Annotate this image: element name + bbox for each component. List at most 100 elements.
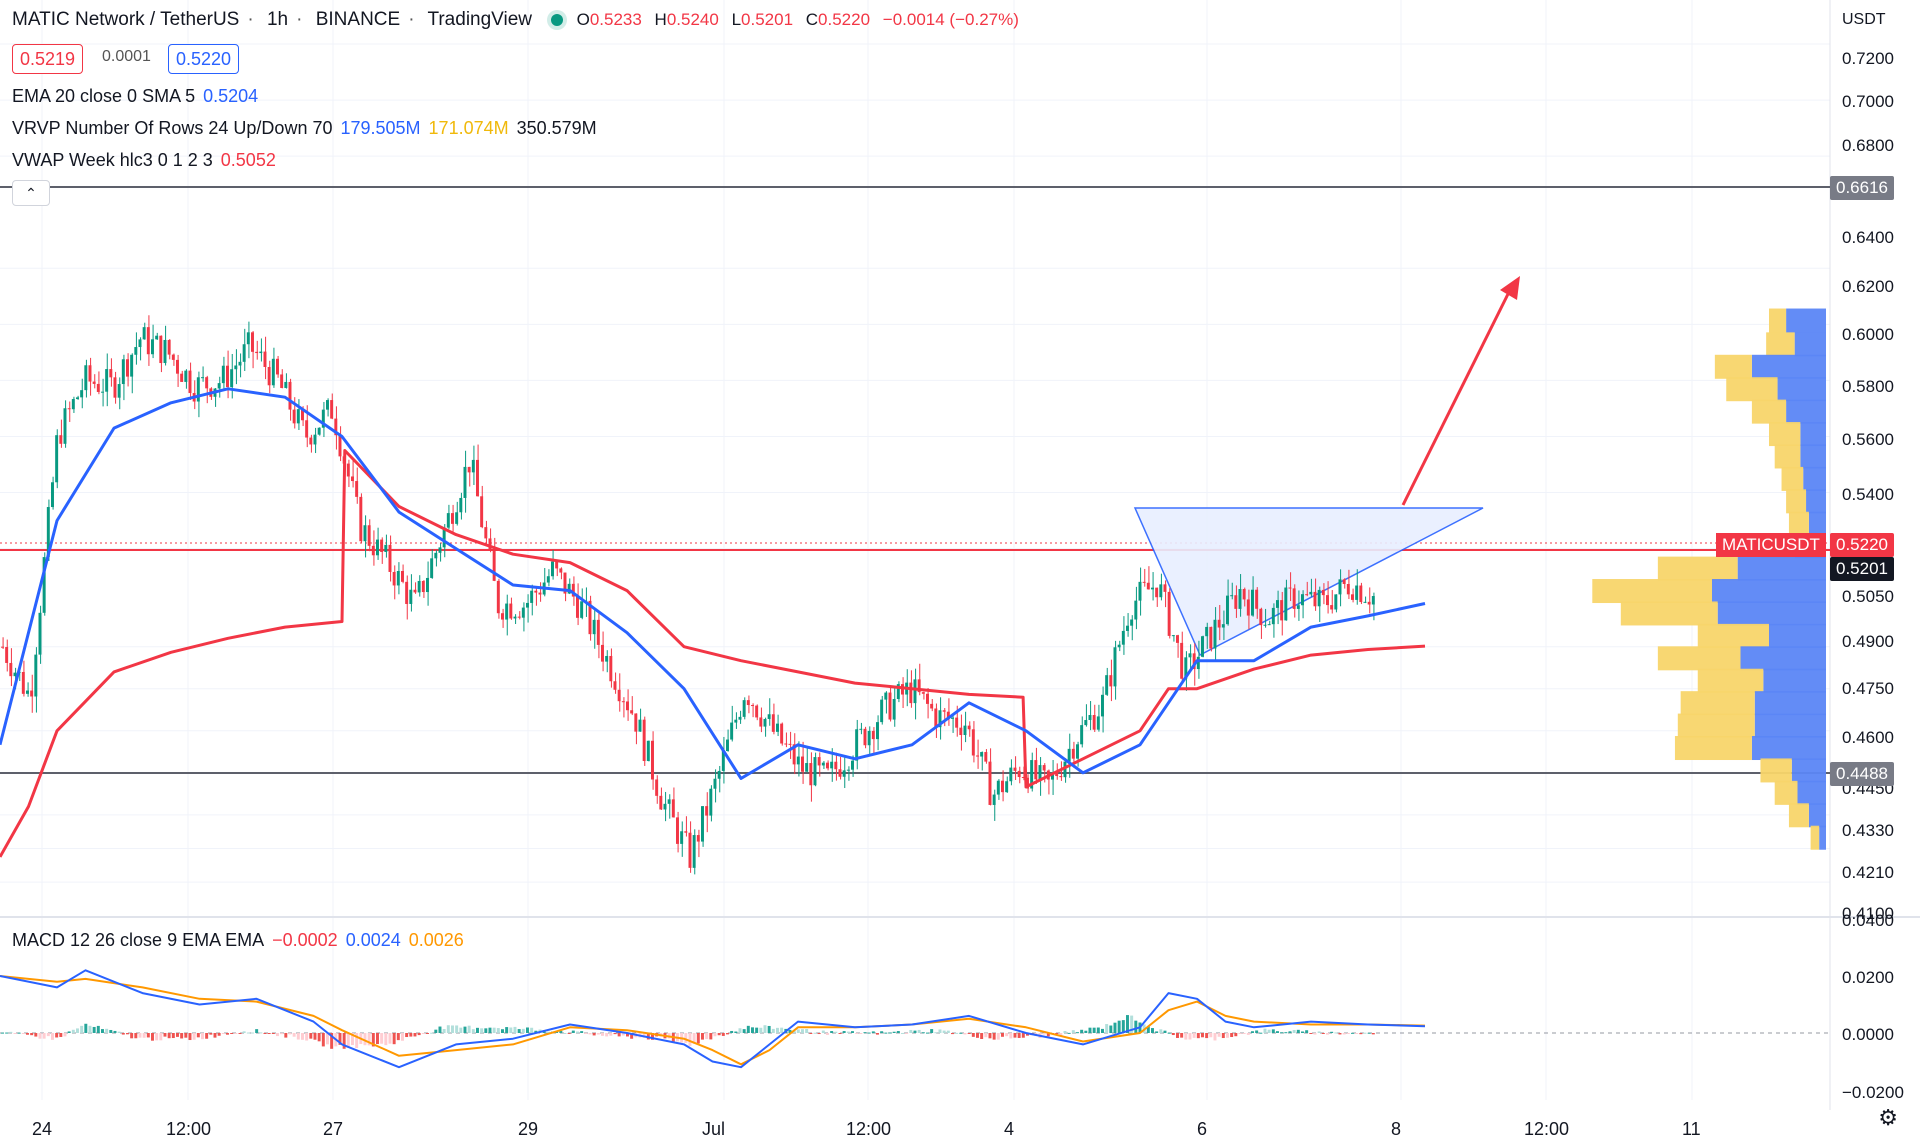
macd-legend[interactable]: MACD 12 26 close 9 EMA EMA −0.0002 0.0024 0… — [12, 928, 472, 952]
interval-label[interactable]: 1h — [266, 9, 289, 30]
candle-body — [1051, 772, 1054, 780]
macd-histogram-bar — [613, 1033, 617, 1035]
candle-body — [251, 332, 254, 352]
ohlc-high: 0.5240 — [666, 10, 719, 29]
candle-body — [513, 616, 517, 619]
candle-body — [992, 794, 996, 805]
macd-histogram-bar — [246, 1032, 250, 1034]
macd-histogram-bar — [834, 1031, 838, 1033]
candle-body — [330, 400, 334, 419]
candle-body — [767, 714, 771, 719]
macd-histogram-bar — [734, 1031, 738, 1033]
candle-body — [1292, 588, 1296, 609]
gear-icon[interactable]: ⚙ — [1878, 1105, 1898, 1130]
macd-histogram-bar — [1092, 1027, 1096, 1033]
sell-price-button[interactable]: 0.5219 — [12, 44, 84, 74]
ema-legend[interactable]: EMA 20 close 0 SMA 5 0.5204 — [12, 84, 266, 108]
buy-price-button[interactable]: 0.5220 — [168, 44, 240, 74]
candle-body — [1009, 767, 1013, 782]
macd-axis-tick: 0.0200 — [1842, 968, 1894, 987]
candle-body — [271, 358, 275, 386]
candle-body — [717, 770, 721, 779]
macd-histogram-bar — [1280, 1032, 1284, 1034]
candle-body — [121, 359, 125, 385]
candle-body — [1101, 694, 1104, 717]
candle-body — [1105, 675, 1109, 695]
macd-histogram-bar — [117, 1031, 121, 1033]
candle-body — [771, 714, 775, 732]
volume-profile-down-bar — [1680, 691, 1755, 716]
candle-body — [76, 397, 79, 400]
candle-body — [492, 549, 496, 581]
macd-histogram-bar — [1192, 1033, 1196, 1038]
candle-body — [217, 383, 221, 389]
volume-profile-up-bar — [1800, 422, 1826, 447]
vwap-legend[interactable]: VWAP Week hlc3 0 1 2 3 0.5052 — [12, 148, 284, 172]
volume-profile-up-bar — [1808, 511, 1826, 536]
macd-histogram-bar — [42, 1033, 46, 1039]
macd-histogram-bar — [1234, 1033, 1238, 1037]
time-axis-label: 24 — [32, 1119, 52, 1139]
candle-body — [896, 684, 900, 699]
candle-body — [1088, 715, 1092, 721]
candle-body — [351, 476, 354, 482]
candle-body — [1134, 600, 1138, 620]
candle-body — [951, 717, 954, 719]
macd-axis-tick: 0.0400 — [1842, 911, 1894, 930]
macd-histogram-bar — [801, 1029, 804, 1033]
candle-body — [388, 544, 392, 572]
macd-histogram-bar — [1180, 1033, 1184, 1038]
macd-histogram-bar — [567, 1033, 571, 1034]
collapse-legend-button[interactable]: ⌃ — [12, 180, 50, 206]
candle-body — [1151, 587, 1154, 590]
macd-histogram-bar — [426, 1033, 429, 1034]
volume-profile-down-bar — [1810, 825, 1820, 850]
macd-histogram-bar — [901, 1032, 904, 1034]
candle-body — [159, 335, 163, 364]
macd-histogram-bar — [642, 1033, 646, 1038]
macd-histogram-bar — [917, 1029, 921, 1033]
volume-profile-up-bar — [1712, 579, 1826, 604]
volume-profile-down-bar — [1760, 758, 1792, 783]
volume-profile-down-bar — [1714, 354, 1752, 379]
candle-body — [834, 761, 838, 770]
volume-profile-down-bar — [1786, 489, 1807, 514]
candle-body — [996, 780, 1000, 795]
macd-histogram-bar — [51, 1033, 54, 1040]
volume-profile-down-bar — [1697, 668, 1764, 693]
candle-body — [434, 552, 438, 559]
macd-histogram-bar — [1046, 1033, 1050, 1037]
macd-histogram-bar — [159, 1033, 163, 1041]
macd-histogram-bar — [263, 1033, 267, 1034]
macd-histogram-bar — [1221, 1033, 1225, 1039]
volume-profile-down-bar — [1677, 713, 1755, 738]
candle-body — [1301, 594, 1304, 606]
volume-profile-up-bar — [1800, 444, 1826, 469]
macd-histogram-bar — [771, 1028, 775, 1033]
macd-histogram-bar — [746, 1025, 750, 1033]
vrvp-legend[interactable]: VRVP Number Of Rows 24 Up/Down 70 179.505… — [12, 116, 605, 140]
macd-histogram-bar — [646, 1033, 650, 1040]
candle-body — [313, 434, 317, 445]
candle-body — [384, 544, 388, 553]
macd-histogram-bar — [909, 1029, 913, 1033]
macd-histogram-bar — [126, 1033, 129, 1035]
macd-histogram-bar — [171, 1033, 175, 1039]
candle-body — [413, 589, 417, 593]
candle-body — [1159, 584, 1163, 598]
macd-histogram-bar — [142, 1033, 146, 1038]
macd-histogram-bar — [388, 1033, 392, 1044]
macd-histogram-bar — [346, 1033, 350, 1048]
candle-body — [317, 427, 321, 435]
macd-histogram-bar — [1251, 1031, 1254, 1033]
candle-body — [1317, 589, 1321, 607]
macd-histogram-bar — [71, 1029, 75, 1033]
candle-body — [276, 358, 279, 375]
macd-histogram-bar — [1326, 1033, 1329, 1035]
candle-body — [826, 762, 829, 769]
macd-histogram-bar — [892, 1031, 896, 1033]
macd-histogram-bar — [192, 1033, 196, 1040]
candle-body — [630, 710, 634, 714]
macd-histogram-bar — [1055, 1033, 1059, 1035]
